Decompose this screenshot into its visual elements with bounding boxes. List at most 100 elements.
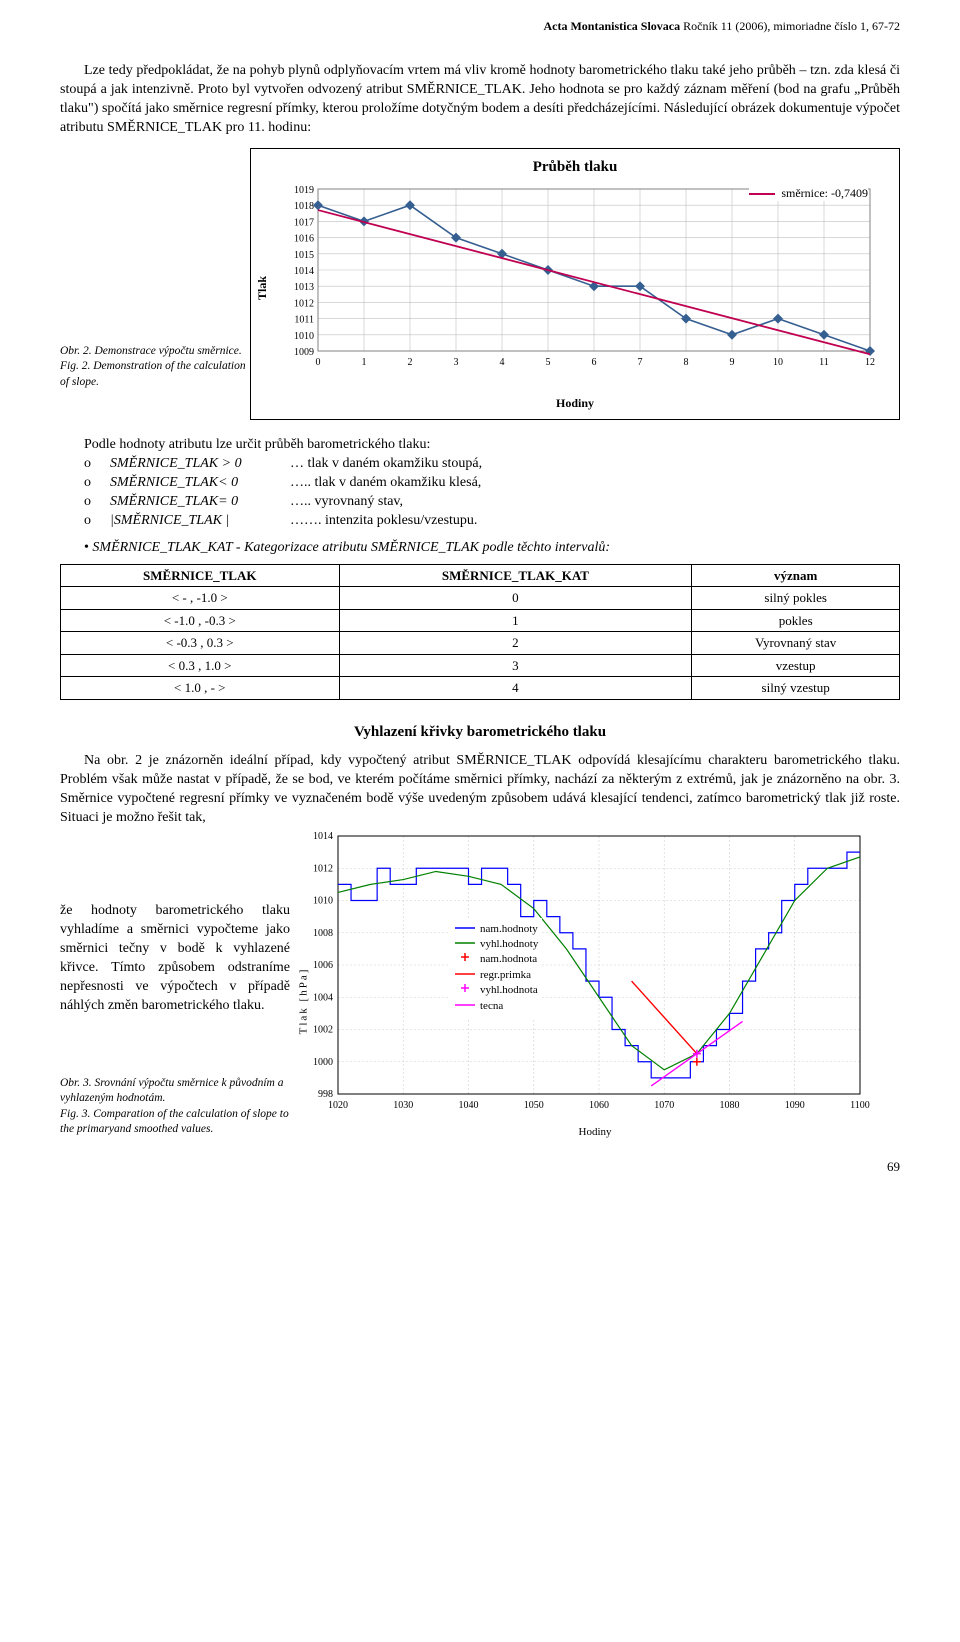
svg-text:5: 5 <box>546 357 551 368</box>
fig2-caption-cz: Obr. 2. Demonstrace výpočtu směrnice. <box>60 344 250 360</box>
svg-text:1010: 1010 <box>294 331 314 342</box>
figure-3-captions: Obr. 3. Srovnání výpočtu směrnice k půvo… <box>60 1076 290 1138</box>
svg-text:0: 0 <box>316 357 321 368</box>
journal-header-line: Acta Montanistica Slovaca Ročník 11 (200… <box>60 18 900 34</box>
table-header: význam <box>692 564 900 587</box>
bullet-o: o <box>84 455 110 474</box>
svg-text:1002: 1002 <box>313 1024 333 1035</box>
svg-text:1014: 1014 <box>294 266 314 277</box>
interpret-term: |SMĚRNICE_TLAK | <box>110 512 290 531</box>
svg-text:10: 10 <box>773 357 783 368</box>
table-cell: < 0.3 , 1.0 > <box>61 654 340 677</box>
interpret-desc: ….. tlak v daném okamžiku klesá, <box>290 474 900 493</box>
fig2-caption-en: Fig. 2. Demonstration of the calculation… <box>60 359 250 390</box>
table-cell: < - , -1.0 > <box>61 587 340 610</box>
fig3-caption-en: Fig. 3. Comparation of the calculation o… <box>60 1107 290 1138</box>
paragraph-2b: že hodnoty barometrického tlaku vyhladím… <box>60 902 290 1015</box>
table-cell: < -0.3 , 0.3 > <box>61 632 340 655</box>
table-cell: 1 <box>339 609 692 632</box>
fig3-legend-item: tecna <box>454 999 538 1014</box>
svg-text:1009: 1009 <box>294 347 314 358</box>
fig3-svg: 9981000100210041006100810101012101410201… <box>290 828 870 1118</box>
page-number: 69 <box>60 1158 900 1176</box>
svg-text:7: 7 <box>638 357 643 368</box>
figure-3-chart: Tlak [hPa] nam.hodnotyvyhl.hodnotynam.ho… <box>290 828 900 1138</box>
table-cell: silný vzestup <box>692 677 900 700</box>
fig3-legend-label: regr.primka <box>480 968 531 983</box>
svg-text:1: 1 <box>362 357 367 368</box>
table-header: SMĚRNICE_TLAK_KAT <box>339 564 692 587</box>
table-cell: < 1.0 , - > <box>61 677 340 700</box>
svg-text:1060: 1060 <box>589 1100 609 1111</box>
svg-text:1004: 1004 <box>313 992 333 1003</box>
svg-text:1013: 1013 <box>294 282 314 293</box>
fig3-legend-item: vyhl.hodnota <box>454 983 538 998</box>
fig3-ylabel: Tlak [hPa] <box>297 968 312 1035</box>
interpret-desc: ….. vyrovnaný stav, <box>290 493 900 512</box>
table-cell: 2 <box>339 632 692 655</box>
svg-text:1030: 1030 <box>393 1100 413 1111</box>
table-cell: 3 <box>339 654 692 677</box>
fig3-legend-item: vyhl.hodnoty <box>454 937 538 952</box>
fig2-legend: směrnice: -0,7409 <box>749 185 868 201</box>
svg-text:1012: 1012 <box>313 863 333 874</box>
table-cell: silný pokles <box>692 587 900 610</box>
table-row: < 1.0 , - >4silný vzestup <box>61 677 900 700</box>
fig2-legend-text: směrnice: -0,7409 <box>781 186 868 200</box>
interpret-desc: ……. intenzita poklesu/vzestupu. <box>290 512 900 531</box>
interpretation-list: oSMĚRNICE_TLAK > 0… tlak v daném okamžik… <box>84 455 900 531</box>
svg-text:1019: 1019 <box>294 185 314 196</box>
svg-text:1050: 1050 <box>524 1100 544 1111</box>
fig3-legend-label: tecna <box>480 999 503 1014</box>
interpretation-lead: Podle hodnoty atributu lze určit průběh … <box>60 436 900 455</box>
table-row: < - , -1.0 >0silný pokles <box>61 587 900 610</box>
table-row: < 0.3 , 1.0 >3vzestup <box>61 654 900 677</box>
bullet-o: o <box>84 512 110 531</box>
journal-issue: Ročník 11 (2006), mimoriadne číslo 1, 67… <box>680 19 900 33</box>
table-header: SMĚRNICE_TLAK <box>61 564 340 587</box>
fig2-svg: 1009 1010 1011 1012 1013 1014 1015 10 1 6 1017 1018… <box>270 183 880 373</box>
svg-text:1010: 1010 <box>313 895 333 906</box>
table-cell: vzestup <box>692 654 900 677</box>
table-row: < -0.3 , 0.3 >2Vyrovnaný stav <box>61 632 900 655</box>
table-cell: 4 <box>339 677 692 700</box>
svg-text:1040: 1040 <box>459 1100 479 1111</box>
fig3-legend-label: vyhl.hodnota <box>480 983 538 998</box>
svg-text:1014: 1014 <box>313 831 333 842</box>
interpret-desc: … tlak v daném okamžiku stoupá, <box>290 455 900 474</box>
fig3-legend-item: regr.primka <box>454 968 538 983</box>
figure-3-block: že hodnoty barometrického tlaku vyhladím… <box>60 828 900 1138</box>
fig2-ylabel: Tlak <box>254 276 270 300</box>
table-cell: 0 <box>339 587 692 610</box>
svg-text:11: 11 <box>819 357 829 368</box>
svg-text:1000: 1000 <box>313 1056 333 1067</box>
bullet-o: o <box>84 493 110 512</box>
svg-text:1090: 1090 <box>785 1100 805 1111</box>
fig3-legend-item: nam.hodnota <box>454 952 538 967</box>
svg-text:1012: 1012 <box>294 298 314 309</box>
svg-text:6: 6 <box>592 357 597 368</box>
svg-text:998: 998 <box>318 1089 333 1100</box>
paragraph-2a: Na obr. 2 je znázorněn ideální případ, k… <box>60 752 900 828</box>
svg-text:1006: 1006 <box>313 960 333 971</box>
svg-text:1015: 1015 <box>294 250 314 261</box>
interpret-term: SMĚRNICE_TLAK< 0 <box>110 474 290 493</box>
svg-text:1011: 1011 <box>294 315 314 326</box>
svg-text:2: 2 <box>408 357 413 368</box>
svg-text:1017: 1017 <box>294 217 314 228</box>
svg-text:1070: 1070 <box>654 1100 674 1111</box>
svg-text:1018: 1018 <box>294 201 314 212</box>
fig3-legend-item: nam.hodnoty <box>454 922 538 937</box>
journal-name: Acta Montanistica Slovaca <box>543 19 680 33</box>
svg-text:1008: 1008 <box>313 927 333 938</box>
svg-text:12: 12 <box>865 357 875 368</box>
fig3-legend-label: nam.hodnota <box>480 952 537 967</box>
figure-2-captions: Obr. 2. Demonstrace výpočtu směrnice. Fi… <box>60 344 250 421</box>
paragraph-1: Lze tedy předpokládat, že na pohyb plynů… <box>60 62 900 138</box>
svg-text:1080: 1080 <box>720 1100 740 1111</box>
bullet-o: o <box>84 474 110 493</box>
table-cell: pokles <box>692 609 900 632</box>
fig3-caption-cz: Obr. 3. Srovnání výpočtu směrnice k půvo… <box>60 1076 290 1107</box>
svg-text:9: 9 <box>730 357 735 368</box>
svg-text:4: 4 <box>500 357 505 368</box>
